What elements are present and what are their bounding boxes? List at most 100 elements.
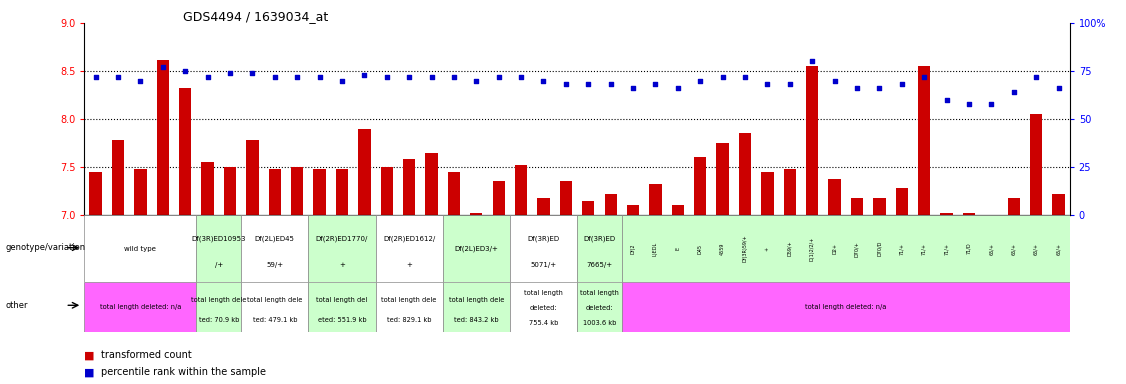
Bar [224,167,236,215]
Bar [381,167,393,215]
Bar [560,182,572,215]
Text: total length dele: total length dele [247,297,303,303]
Text: D59/+: D59/+ [787,241,793,257]
Bar [940,213,953,215]
Bar [895,188,908,215]
Point [400,74,418,80]
Point [490,74,508,80]
Text: 7665/+: 7665/+ [587,262,613,268]
Point [422,74,440,80]
Point [198,74,216,80]
Bar [309,282,376,332]
Text: Df(3R)59/+: Df(3R)59/+ [742,235,748,262]
Bar [313,169,325,215]
Bar [448,172,461,215]
Bar [111,140,124,215]
Bar [358,129,370,215]
Text: 71/+: 71/+ [944,243,949,255]
Point [1004,89,1022,95]
Point [377,74,395,80]
Text: 65/+: 65/+ [989,243,994,255]
Point [960,101,978,107]
Text: wild type: wild type [125,246,157,252]
Bar [650,184,662,215]
Point [601,81,619,88]
Text: E: E [676,247,680,250]
Bar [269,169,282,215]
Point [266,74,284,80]
Point [848,85,866,91]
Text: eted: 551.9 kb: eted: 551.9 kb [318,317,366,323]
Bar [873,198,885,215]
Point [467,78,485,84]
Point [132,78,150,84]
Point [288,74,306,80]
Text: Df(2L)ED3/+: Df(2L)ED3/+ [455,245,498,252]
Bar [694,157,706,215]
Text: D70/D: D70/D [877,241,882,257]
Text: total length deleted: n/a: total length deleted: n/a [805,304,886,310]
Text: Df(2R)ED1770/: Df(2R)ED1770/ [315,235,368,242]
Bar [202,162,214,215]
Bar [578,282,622,332]
Text: total length dele: total length dele [448,297,504,303]
Text: 71/D: 71/D [966,243,972,255]
Bar [806,66,819,215]
Point [780,81,798,88]
Text: ted: 843.2 kb: ted: 843.2 kb [454,317,499,323]
Bar [537,198,549,215]
Text: transformed count: transformed count [101,350,193,360]
Point [691,78,709,84]
Point [87,74,105,80]
Bar [196,215,241,282]
Point [624,85,642,91]
Bar [89,172,101,215]
Bar [84,282,196,332]
Bar [672,205,683,215]
Bar [510,215,578,282]
Bar [134,169,146,215]
Text: total length del: total length del [316,297,367,303]
Text: /+: /+ [215,262,223,268]
Bar [247,140,259,215]
Bar [605,194,617,215]
Text: percentile rank within the sample: percentile rank within the sample [101,367,267,377]
Point [109,74,127,80]
Point [311,74,329,80]
Text: deleted:: deleted: [586,305,614,311]
Bar [196,282,241,332]
Text: 65/+: 65/+ [1011,243,1017,255]
Text: +: + [765,247,770,251]
Text: 65/+: 65/+ [1056,243,1061,255]
Point [938,97,956,103]
Text: other: other [6,301,28,310]
Bar [716,143,729,215]
Point [535,78,553,84]
Bar [515,165,527,215]
Bar [510,282,578,332]
Point [893,81,911,88]
Text: L)EDL: L)EDL [653,242,658,256]
Bar [1030,114,1043,215]
Point [759,81,777,88]
Text: D70/+: D70/+ [855,241,859,257]
Text: +: + [339,262,345,268]
Text: genotype/variation: genotype/variation [6,243,86,252]
Bar [309,215,376,282]
Text: Df(3R)ED10953: Df(3R)ED10953 [191,235,247,242]
Point [512,74,530,80]
Bar [157,60,169,215]
Text: +: + [406,262,412,268]
Bar [578,215,622,282]
Bar [241,282,309,332]
Bar [627,205,640,215]
Point [579,81,597,88]
Bar [84,215,196,282]
Point [1027,74,1045,80]
Bar [784,169,796,215]
Text: total length deleted: n/a: total length deleted: n/a [100,304,181,310]
Bar [443,215,510,282]
Bar [376,215,443,282]
Text: Df(3R)ED: Df(3R)ED [527,235,560,242]
Text: ted: 829.1 kb: ted: 829.1 kb [387,317,431,323]
